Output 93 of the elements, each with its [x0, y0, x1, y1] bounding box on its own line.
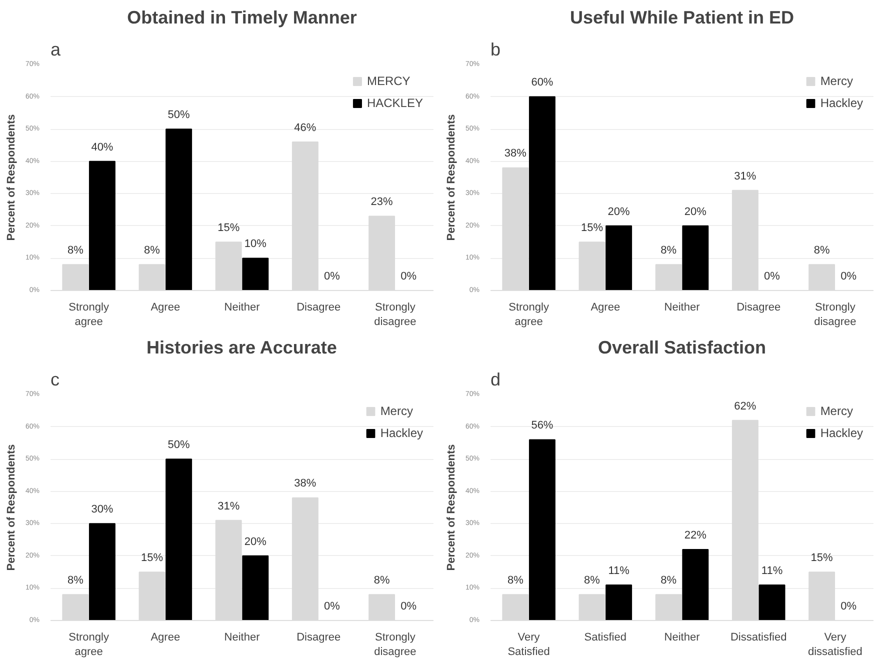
y-axis-title: Percent of Respondents [5, 114, 18, 241]
bar [528, 439, 556, 620]
bar [88, 523, 116, 620]
bar [242, 555, 269, 620]
data-label: 0% [764, 270, 780, 282]
chart-title: Useful While Patient in ED [570, 8, 794, 28]
legend-label: Mercy [820, 404, 853, 418]
data-label: 40% [91, 141, 114, 154]
data-label: 50% [168, 109, 190, 121]
x-tick-label: Agree [590, 302, 620, 314]
data-label: 11% [608, 564, 630, 577]
x-tick-label: Strongly agree [508, 302, 550, 328]
data-label: 20% [244, 536, 267, 548]
bar [166, 458, 192, 620]
data-label: 30% [91, 504, 114, 516]
data-label: 23% [370, 196, 394, 208]
legend-label: Hackley [380, 426, 423, 440]
x-tick-label: Dissatisfied [730, 632, 787, 644]
data-label: 15% [218, 222, 240, 234]
chart-title: Obtained in Timely Manner [127, 8, 357, 28]
bar [758, 584, 786, 620]
data-label: 56% [531, 420, 554, 432]
x-tick-label: Disagree [736, 302, 781, 314]
text: a [50, 40, 62, 60]
data-label: 0% [324, 270, 340, 282]
y-axis-title: Percent of Respondents [445, 444, 458, 571]
data-label: 8% [67, 244, 84, 257]
data-label: 46% [294, 122, 316, 134]
bar [682, 225, 709, 290]
data-label: 0% [324, 600, 340, 612]
bar [682, 548, 709, 620]
legend-label: MERCY [366, 74, 410, 88]
bar [606, 225, 632, 290]
legend-label: Mercy [820, 74, 853, 88]
x-tick-label: Strongly agree [68, 632, 110, 658]
x-tick-label: Neither [664, 302, 700, 314]
data-label: 8% [660, 574, 677, 587]
data-label: 20% [608, 206, 630, 218]
data-label: 38% [504, 148, 527, 160]
y-axis-title: Percent of Respondents [445, 114, 458, 241]
text: d [490, 370, 501, 390]
x-tick-label: Satisfied [584, 632, 627, 644]
x-tick-label: Neither [224, 302, 260, 314]
data-label: 0% [840, 270, 857, 282]
data-label: 38% [294, 478, 316, 490]
x-tick-label: Strongly agree [68, 302, 110, 328]
data-label: 8% [67, 574, 84, 587]
text: c [50, 370, 60, 390]
bar [88, 160, 116, 290]
x-tick-label: Neither [664, 632, 700, 644]
bar [166, 128, 192, 290]
data-label: 10% [244, 238, 267, 250]
x-tick-label: Strongly disagree [814, 302, 856, 328]
data-label: 8% [374, 574, 390, 587]
data-label: 0% [840, 600, 857, 612]
chart-title: Overall Satisfaction [598, 338, 766, 358]
data-label: 15% [580, 222, 604, 234]
data-label: 20% [684, 206, 707, 218]
data-label: 62% [734, 400, 756, 412]
x-tick-label: Agree [150, 632, 180, 644]
legend-label: Mercy [380, 404, 413, 418]
data-label: 8% [814, 244, 830, 257]
data-label: 60% [531, 76, 554, 89]
data-label: 15% [140, 552, 164, 564]
x-tick-label: Neither [224, 632, 260, 644]
x-tick-label: Very Satisfied [508, 632, 550, 658]
chart-title: Histories are Accurate [146, 338, 337, 358]
bar [528, 96, 556, 290]
data-label: 50% [168, 439, 190, 451]
data-label: 15% [810, 552, 834, 564]
bar [242, 258, 269, 290]
y-axis-title: Percent of Respondents [5, 444, 18, 571]
data-label: 11% [761, 564, 783, 577]
text: b [490, 40, 501, 60]
x-tick-label: Strongly disagree [374, 632, 416, 658]
x-tick-label: Strongly disagree [374, 302, 416, 328]
data-label: 0% [400, 600, 417, 612]
x-tick-label: Agree [150, 302, 180, 314]
data-label: 22% [684, 529, 707, 542]
data-label: 0% [400, 270, 417, 282]
data-label: 31% [218, 500, 240, 512]
x-tick-label: Very dissatisfied [808, 632, 862, 658]
legend-label: Hackley [820, 426, 863, 440]
legend-label: HACKLEY [366, 96, 423, 110]
data-label: 8% [660, 244, 677, 257]
x-tick-label: Disagree [296, 632, 341, 644]
data-label: 8% [144, 244, 160, 257]
data-label: 31% [734, 170, 756, 182]
x-tick-label: Disagree [296, 302, 341, 314]
data-label: 8% [584, 574, 600, 587]
bar [606, 584, 632, 620]
data-label: 8% [507, 574, 524, 587]
legend-label: Hackley [820, 96, 863, 110]
